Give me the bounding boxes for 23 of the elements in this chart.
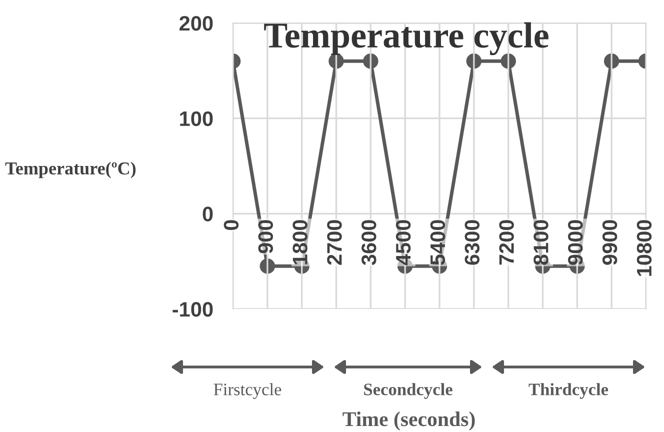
y-axis-title: Temperature(ºC): [5, 162, 136, 178]
chart-title: Temperature cycle: [264, 22, 548, 56]
x-tick-label: 3600: [362, 220, 376, 266]
y-tick-label: 200: [180, 16, 213, 31]
text: Secondcycle: [364, 383, 452, 399]
x-tick-label: 4500: [396, 220, 411, 266]
x-tick-label: 0: [224, 220, 239, 230]
x-tick-label: 8100: [534, 220, 548, 265]
x-tick-label: 7200: [499, 220, 514, 265]
x-axis-title: Time (seconds): [342, 412, 475, 430]
x-tick-label: 10800: [636, 220, 652, 276]
x-tick-label: 1800: [292, 220, 308, 264]
x-tick-label: 9000: [568, 220, 583, 265]
x-tick-label: 5400: [430, 220, 446, 265]
x-tick-label: 2700: [327, 220, 342, 265]
y-tick-label: -100: [172, 302, 213, 317]
text: Firstcycle: [214, 383, 282, 399]
y-tick-label: 100: [180, 111, 213, 126]
x-tick-label: 6300: [464, 220, 480, 265]
y-tick-label: 0: [202, 206, 213, 222]
text: Thirdcycle: [528, 383, 608, 399]
x-tick-label: 9900: [602, 220, 618, 265]
x-tick-label: 900: [258, 220, 274, 254]
